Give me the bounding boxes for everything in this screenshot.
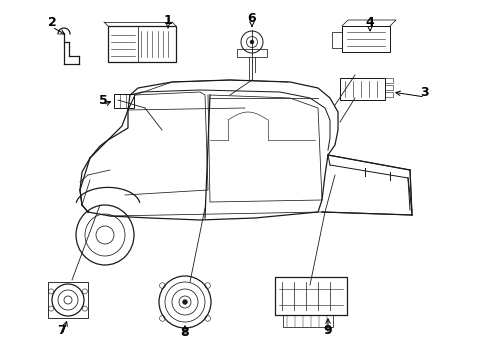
Text: 4: 4 bbox=[365, 15, 374, 28]
Bar bbox=[108, 26, 176, 62]
Text: 9: 9 bbox=[323, 324, 332, 337]
Text: 5: 5 bbox=[99, 94, 107, 107]
Text: 7: 7 bbox=[58, 324, 66, 337]
Bar bbox=[384, 78, 392, 83]
Text: 8: 8 bbox=[181, 325, 189, 338]
Bar bbox=[237, 49, 266, 57]
Text: 2: 2 bbox=[47, 15, 56, 28]
Bar bbox=[341, 26, 389, 52]
Text: 1: 1 bbox=[163, 13, 172, 27]
Text: 3: 3 bbox=[420, 85, 428, 99]
Circle shape bbox=[183, 300, 186, 304]
Bar bbox=[114, 94, 134, 108]
Bar bbox=[331, 32, 341, 48]
Bar bbox=[283, 315, 332, 327]
Bar bbox=[274, 277, 346, 315]
Text: 6: 6 bbox=[247, 12, 256, 24]
Bar bbox=[384, 85, 392, 90]
Circle shape bbox=[250, 40, 253, 44]
Bar bbox=[384, 92, 392, 97]
Bar bbox=[339, 78, 384, 100]
Bar bbox=[48, 282, 88, 318]
